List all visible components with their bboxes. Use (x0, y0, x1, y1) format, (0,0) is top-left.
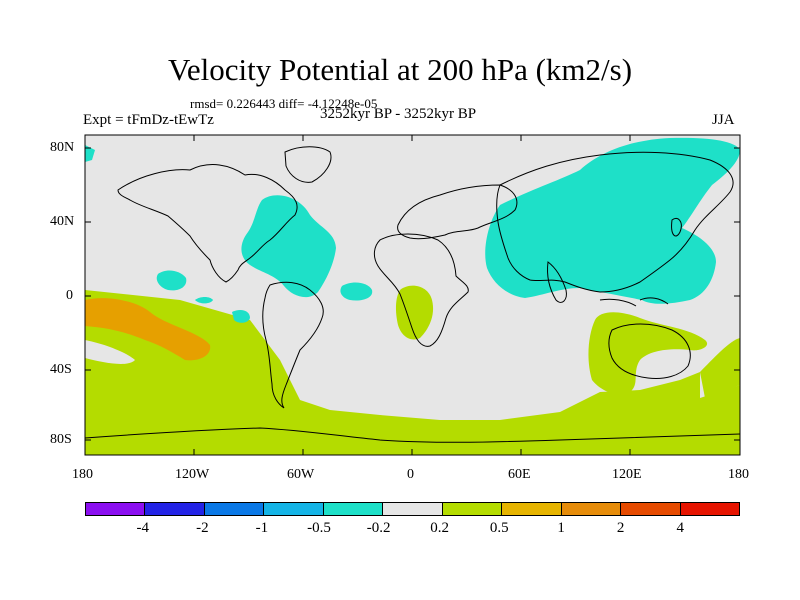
cyan-region-arctic-west (85, 145, 95, 162)
lon-label-0: 0 (407, 467, 414, 482)
coast-asia (496, 151, 734, 293)
orange-region-pacific (85, 298, 211, 361)
colorbar-swatch (680, 503, 739, 515)
lon-label-120w: 120W (175, 467, 210, 482)
coast-europe (397, 184, 518, 240)
lon-label-180w: 180 (72, 467, 93, 482)
colorbar-tick-label: 1 (557, 520, 565, 536)
experiment-label: Expt = tFmDz-tEwTz (83, 112, 214, 128)
lat-label-80n: 80N (50, 140, 75, 155)
colorbar (85, 502, 740, 516)
coast-antarctica (85, 427, 740, 443)
colorbar-tick-label: -0.5 (307, 520, 331, 536)
cyan-region-atlantic (241, 195, 336, 298)
lon-label-120e: 120E (612, 467, 642, 482)
axis-ticks (85, 135, 740, 455)
cyan-region-small-1 (156, 270, 187, 291)
colorbar-tick-label: 4 (676, 520, 684, 536)
coast-japan (671, 217, 682, 237)
colorbar-tick-label: 0.5 (489, 520, 509, 536)
green-region-pacific-east (700, 338, 740, 398)
map-frame (84, 134, 741, 456)
colorbar-tick-label: -0.2 (366, 520, 391, 536)
green-region-africa (395, 285, 434, 340)
colorbar-tick-label: 2 (616, 520, 625, 536)
season-label: JJA (712, 112, 735, 128)
coast-australia (608, 323, 691, 379)
lon-label-60e: 60E (508, 467, 531, 482)
lat-label-80s: 80S (50, 432, 72, 447)
colorbar-swatch (442, 503, 503, 515)
cyan-region-small-2 (195, 297, 213, 304)
lat-label-0: 0 (66, 288, 73, 303)
colorbar-swatch (383, 503, 443, 515)
colorbar-swatch (561, 503, 622, 515)
colorbar-swatch (86, 503, 146, 515)
coast-indonesia (599, 297, 669, 307)
cyan-region-small-3 (232, 310, 250, 323)
colorbar-swatch (323, 503, 384, 515)
coast-greenland (284, 146, 332, 183)
period-label: 3252kyr BP - 3252kyr BP (320, 106, 477, 122)
stats-line: rmsd= 0.226443 diff= -4.12248e-05 (190, 96, 378, 111)
colorbar-tick-label: -1 (255, 520, 269, 536)
colorbar-swatch (264, 503, 324, 515)
colorbar-swatch (621, 503, 681, 515)
lon-label-180e: 180 (728, 467, 749, 482)
lat-label-40s: 40S (50, 362, 72, 377)
cyan-region-small-4 (340, 282, 373, 301)
colorbar-tick-label: -4 (136, 520, 150, 536)
colorbar-swatch (145, 503, 205, 515)
coast-north-america (117, 164, 298, 283)
coast-south-america (262, 281, 324, 409)
lat-label-40n: 40N (50, 214, 75, 229)
coast-india (547, 261, 567, 303)
colorbar-tick-label: 0.2 (430, 520, 450, 536)
coast-africa (373, 233, 469, 347)
gray-cutout-southpac (85, 340, 135, 364)
lon-label-60w: 60W (287, 467, 315, 482)
colorbar-tick-label: -2 (196, 520, 209, 536)
colorbar-swatch (204, 503, 265, 515)
map-title: Velocity Potential at 200 hPa (km2/s) (167, 52, 633, 87)
coastlines (85, 146, 740, 443)
colorbar-swatch (502, 503, 562, 515)
